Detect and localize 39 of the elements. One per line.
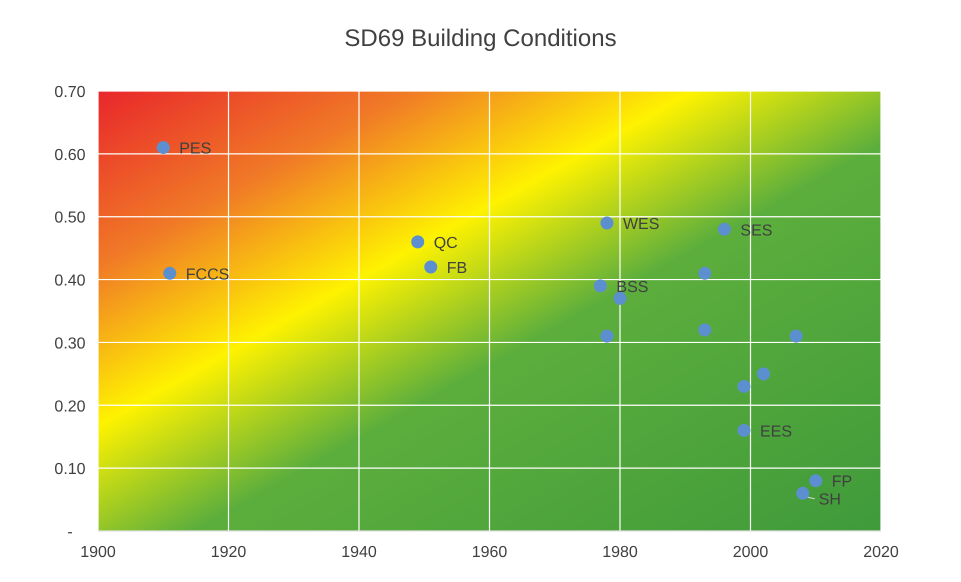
x-tick-label: 2000	[732, 544, 768, 561]
y-tick-label: 0.20	[54, 398, 86, 416]
x-tick-label: 1960	[472, 544, 508, 561]
point	[790, 330, 803, 343]
annotation: EES	[760, 423, 792, 440]
point	[600, 330, 614, 343]
y-tick-label: 0.70	[54, 84, 86, 101]
y-tick-label: 0.40	[54, 272, 86, 290]
point	[737, 380, 750, 393]
y-tick-label: 0.30	[54, 335, 86, 352]
annotation: WES	[622, 216, 660, 233]
point	[163, 266, 176, 280]
point	[614, 292, 626, 305]
point	[809, 474, 822, 488]
x-tick-label: 1900	[80, 544, 116, 561]
y-tick-label: -	[67, 524, 73, 541]
point	[737, 424, 750, 437]
point	[796, 486, 810, 500]
y-tick-label: 0.10	[54, 461, 86, 478]
chart-title: SD69 Building Conditions	[344, 25, 617, 52]
point	[718, 222, 731, 236]
annotation: SH	[818, 492, 841, 509]
point	[600, 216, 614, 230]
y-tick-label: 0.50	[54, 210, 86, 227]
point	[411, 235, 424, 248]
point	[424, 260, 438, 274]
annotation: FB	[446, 260, 468, 277]
point	[698, 323, 712, 336]
annotation: FP	[832, 474, 852, 491]
point	[757, 367, 770, 380]
annotation: QC	[434, 234, 458, 252]
x-tick-label: 1980	[602, 544, 638, 561]
point	[698, 266, 712, 280]
x-tick-label: 1920	[210, 544, 246, 561]
point	[594, 279, 607, 292]
point	[156, 141, 170, 154]
y-tick-label: 0.60	[54, 146, 86, 164]
x-tick-label: 2020	[863, 544, 899, 561]
x-tick-label: 1940	[341, 544, 377, 561]
